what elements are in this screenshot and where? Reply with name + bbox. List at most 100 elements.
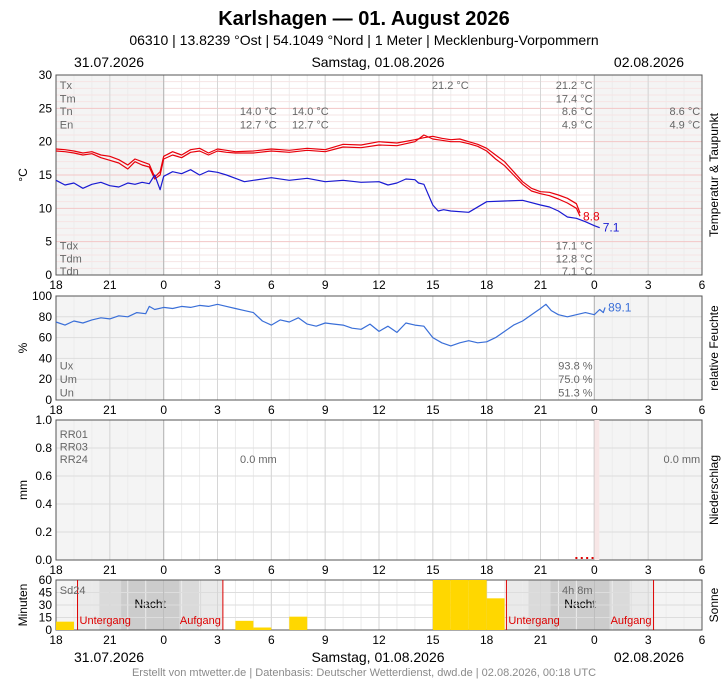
y-tick-label: 0 xyxy=(45,623,52,637)
panel-annotation: Tdn xyxy=(60,266,79,278)
x-tick-label: 21 xyxy=(103,633,117,647)
x-tick-label: 9 xyxy=(322,278,329,292)
x-tick-label: 0 xyxy=(160,633,167,647)
panel-annotation: 93.8 % xyxy=(558,361,592,373)
y-tick-label: 1.0 xyxy=(35,413,52,427)
temperature-end-label: 7.1 xyxy=(603,221,620,235)
y-tick-label: 60 xyxy=(39,331,53,345)
temperature-frame xyxy=(55,74,703,276)
x-tick-label: 21 xyxy=(103,563,117,577)
x-tick-label: 18 xyxy=(49,563,63,577)
humidity-series-0 xyxy=(55,303,606,347)
panel-annotation: Tm xyxy=(60,93,76,105)
panel-annotation: RR03 xyxy=(60,442,88,454)
panel-annotation: 4.9 °C xyxy=(670,119,701,131)
panel-annotation: 12.8 °C xyxy=(556,253,593,265)
panel-annotation: Sd24 xyxy=(60,585,86,597)
y-tick-label: 0.8 xyxy=(35,441,52,455)
y-tick-label: 0.6 xyxy=(35,469,52,483)
panel-annotation: Tdm xyxy=(60,253,82,265)
x-tick-label: 0 xyxy=(160,278,167,292)
panel-annotation: 14.0 °C xyxy=(292,106,329,118)
sun-event-label: Aufgang xyxy=(180,615,221,627)
date-center-top: Samstag, 01.08.2026 xyxy=(311,54,444,70)
panel-annotation: En xyxy=(60,119,73,131)
night-label: Nacht xyxy=(135,597,167,611)
panel-annotation: 21.2 °C xyxy=(432,80,469,92)
sun-event-label: Untergang xyxy=(80,615,131,627)
panel-annotation: Um xyxy=(60,374,77,386)
x-tick-label: 21 xyxy=(534,563,548,577)
y-axis-label: °C xyxy=(16,168,30,182)
y-tick-label: 80 xyxy=(39,310,53,324)
y-tick-label: 25 xyxy=(39,101,53,115)
station-info: 06310 | 13.8239 °Ost | 54.1049 °Nord | 1… xyxy=(129,32,598,48)
x-tick-label: 0 xyxy=(160,563,167,577)
x-tick-label: 6 xyxy=(268,403,275,417)
x-tick-label: 18 xyxy=(480,633,494,647)
y-axis-label: % xyxy=(16,342,30,353)
sunshine-bar xyxy=(468,580,487,630)
x-tick-label: 0 xyxy=(591,563,598,577)
y-tick-label: 100 xyxy=(32,289,52,303)
x-tick-label: 15 xyxy=(426,403,440,417)
panel-annotation: 75.0 % xyxy=(558,374,592,386)
panel-annotation: 14.0 °C xyxy=(240,106,277,118)
x-tick-label: 0 xyxy=(591,633,598,647)
x-tick-label: 3 xyxy=(645,563,652,577)
night-label: Nacht xyxy=(564,597,596,611)
sun-event-label: Untergang xyxy=(508,615,559,627)
sunshine-bar xyxy=(486,598,505,630)
y-tick-label: 60 xyxy=(39,573,53,587)
x-tick-label: 3 xyxy=(645,633,652,647)
x-tick-label: 9 xyxy=(322,403,329,417)
panel-side-label: Sonne xyxy=(707,587,721,622)
sunshine-bar xyxy=(432,580,451,630)
x-tick-label: 3 xyxy=(214,563,221,577)
panel-side-label: relative Feuchte xyxy=(707,305,721,391)
x-tick-label: 15 xyxy=(426,278,440,292)
x-tick-label: 6 xyxy=(699,403,706,417)
panel-annotation: 21.2 °C xyxy=(556,80,593,92)
x-tick-label: 18 xyxy=(49,278,63,292)
precipitation-panel: 0.0 0.2 0.4 0.6 0.8 1.0 18 21 0 3 6 9 12 15 18 21 0 3 6 mm N… xyxy=(16,413,721,577)
humidity-end-label: 89.1 xyxy=(608,300,632,314)
panel-annotation: 8.6 °C xyxy=(670,106,701,118)
panel-annotation: 12.7 °C xyxy=(292,119,329,131)
x-tick-label: 6 xyxy=(268,633,275,647)
date-center-bottom: Samstag, 01.08.2026 xyxy=(311,649,444,665)
date-right-top: 02.08.2026 xyxy=(614,54,684,70)
y-tick-label: 30 xyxy=(39,598,53,612)
x-tick-label: 15 xyxy=(426,633,440,647)
x-tick-label: 18 xyxy=(480,563,494,577)
y-tick-label: 0 xyxy=(45,268,52,282)
y-tick-label: 0.2 xyxy=(35,525,52,539)
temperature-panel: 0 5 10 15 20 25 30 18 21 0 3 6 9 12 15 18 21 0 3 6 °C Tempera… xyxy=(16,68,721,292)
x-tick-label: 21 xyxy=(534,278,548,292)
x-tick-label: 6 xyxy=(268,278,275,292)
panel-annotation: RR01 xyxy=(60,429,88,441)
x-tick-label: 3 xyxy=(645,403,652,417)
temperature-series-0 xyxy=(55,135,581,214)
sunshine-frame xyxy=(55,579,703,631)
x-tick-label: 21 xyxy=(103,278,117,292)
y-tick-label: 30 xyxy=(39,68,53,82)
sunshine-bar xyxy=(289,616,308,630)
precip-marker xyxy=(586,557,589,559)
panel-annotation: 7.1 °C xyxy=(562,266,593,278)
x-tick-label: 6 xyxy=(699,563,706,577)
date-left-top: 31.07.2026 xyxy=(74,54,144,70)
x-tick-label: 21 xyxy=(103,403,117,417)
y-tick-label: 10 xyxy=(39,201,53,215)
date-left-bottom: 31.07.2026 xyxy=(74,649,144,665)
humidity-frame xyxy=(55,295,703,401)
panel-annotation: 17.1 °C xyxy=(556,241,593,253)
panel-annotation: Ux xyxy=(60,361,74,373)
sunshine-bar xyxy=(253,627,272,630)
x-tick-label: 18 xyxy=(480,403,494,417)
y-tick-label: 15 xyxy=(39,611,53,625)
x-tick-label: 3 xyxy=(645,278,652,292)
panel-annotation: 4h 8m xyxy=(562,585,593,597)
